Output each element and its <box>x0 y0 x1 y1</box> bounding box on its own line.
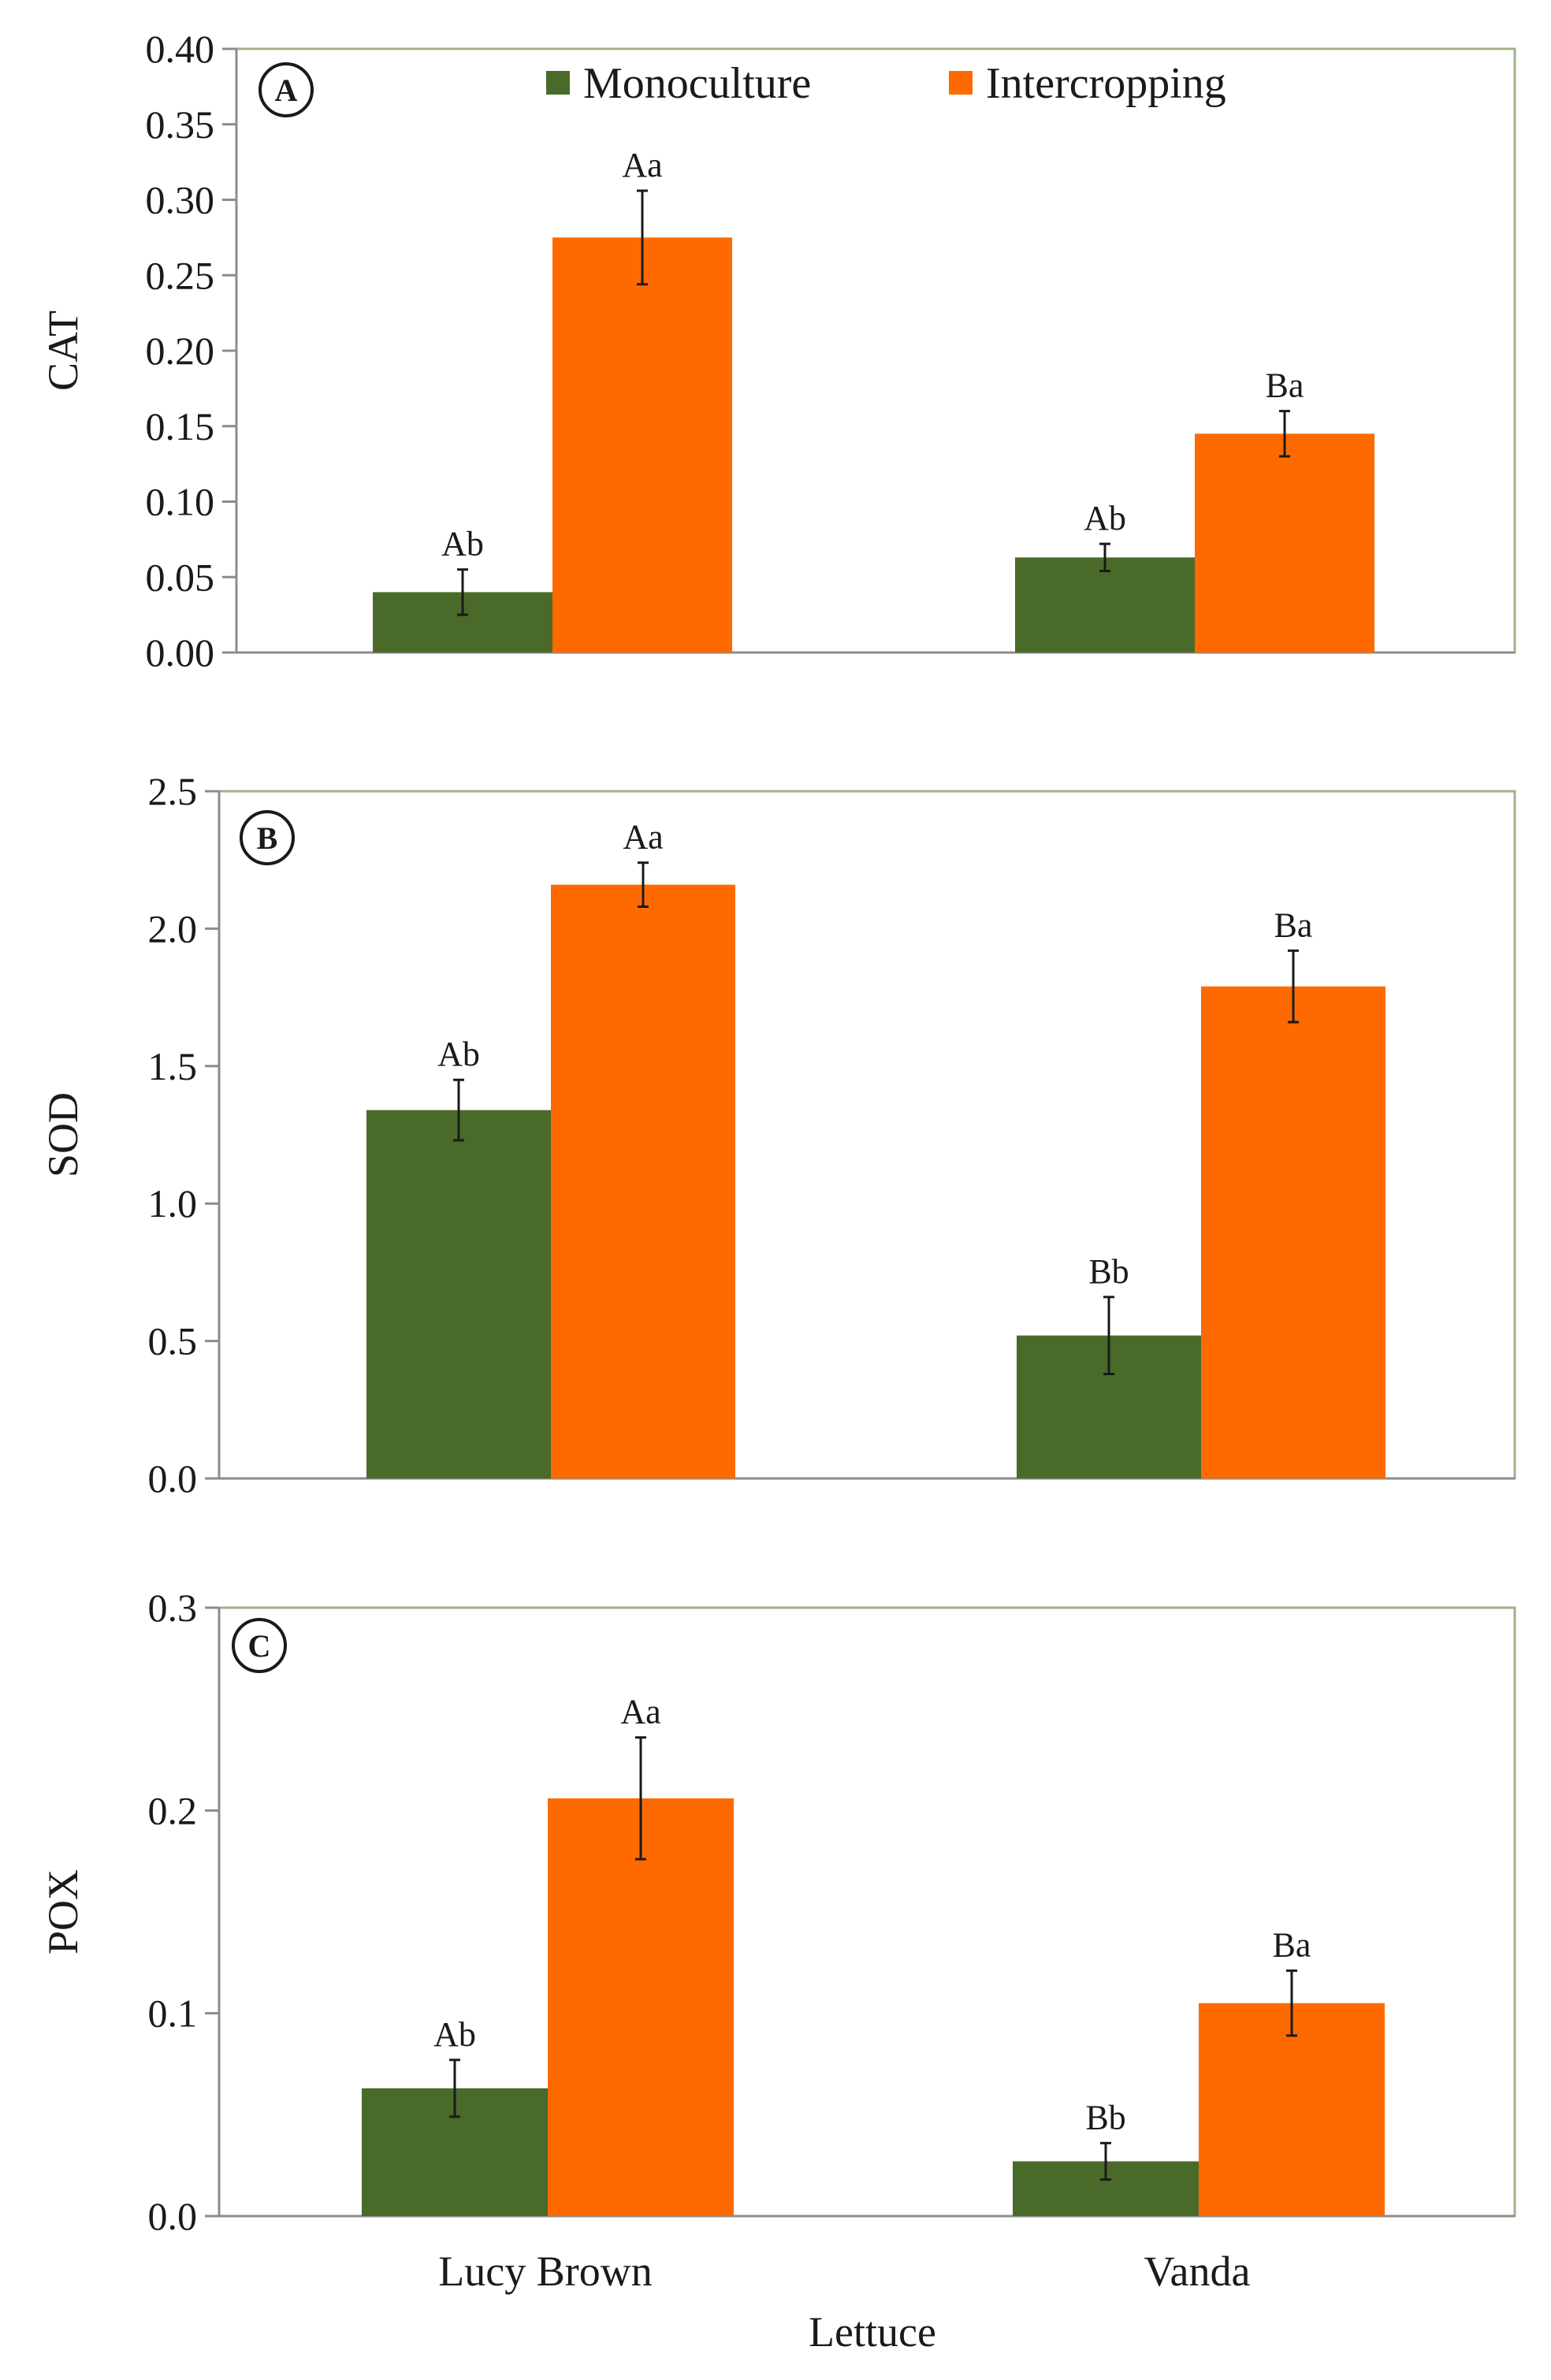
legend-label-intercropping: Intercropping <box>986 59 1226 108</box>
panel-a-tick-label: 0.00 <box>146 630 215 675</box>
x-axis-title: Lettuce <box>809 2308 936 2356</box>
legend-swatch-monoculture <box>546 71 570 95</box>
panel-c-bar-label-intercropping-lucy-brown: Aa <box>620 1693 660 1731</box>
panel-a-bar-label-monoculture-vanda: Ab <box>1084 499 1126 537</box>
cat-axis-title: CAT <box>39 311 87 391</box>
panel-a-tick-label: 0.15 <box>146 404 215 448</box>
panel-c-letter: C <box>248 1628 271 1664</box>
x-category-vanda: Vanda <box>1144 2248 1251 2295</box>
panel-a-tick-label: 0.25 <box>146 253 215 297</box>
panel-c-bar-label-intercropping-vanda: Ba <box>1273 1926 1311 1965</box>
legend: Monoculture Intercropping <box>546 59 1226 108</box>
panel-a-tick-label: 0.30 <box>146 178 215 222</box>
panel-b-bar-intercropping-lucy-brown <box>551 884 735 1478</box>
panel-a-bar-intercropping-lucy-brown <box>552 237 732 653</box>
panel-b-tick-label: 2.5 <box>148 769 198 813</box>
panel-b-tick-label: 0.0 <box>148 1456 198 1501</box>
panel-b-badge: B <box>240 810 295 865</box>
panel-a-badge: A <box>258 62 314 117</box>
panel-a-bar-monoculture-vanda <box>1015 557 1195 653</box>
panel-b-tick-label: 1.5 <box>148 1044 198 1088</box>
sod-axis-title: SOD <box>39 1092 87 1177</box>
panel-a-bar-label-intercropping-lucy-brown: Aa <box>622 146 662 184</box>
panel-c-badge: C <box>232 1618 287 1673</box>
panel-c-tick-label: 0.1 <box>148 1991 198 2036</box>
panel-a-bar-label-monoculture-lucy-brown: Ab <box>441 525 484 563</box>
panel-b-bar-intercropping-vanda <box>1201 986 1385 1478</box>
panel-b-bar-monoculture-lucy-brown <box>366 1110 551 1478</box>
panel-c-bar-label-monoculture-lucy-brown: Ab <box>433 2015 476 2054</box>
panel-b-bar-label-intercropping-lucy-brown: Aa <box>623 818 663 857</box>
panel-a-bar-intercropping-vanda <box>1195 433 1374 653</box>
panel-a-tick-label: 0.05 <box>146 555 215 599</box>
panel-a-bar-label-intercropping-vanda: Ba <box>1266 366 1304 405</box>
panel-b-bar-label-monoculture-lucy-brown: Ab <box>437 1035 480 1073</box>
panel-c-tick-label: 0.2 <box>148 1788 198 1832</box>
legend-swatch-intercropping <box>949 71 973 95</box>
pox-axis-title: POX <box>39 1869 87 1954</box>
legend-label-monoculture: Monoculture <box>583 59 811 108</box>
panel-c-tick-label: 0.0 <box>148 2194 198 2238</box>
panel-b-tick-label: 0.5 <box>148 1319 198 1363</box>
panel-a-tick-label: 0.35 <box>146 102 215 147</box>
panel-c-tick-label: 0.3 <box>148 1586 198 1630</box>
panel-b-bar-label-intercropping-vanda: Ba <box>1274 906 1313 944</box>
panel-c-bar-intercropping-lucy-brown <box>548 1798 734 2216</box>
panel-a-tick-label: 0.10 <box>146 480 215 524</box>
x-category-lucy-brown: Lucy Brown <box>438 2248 652 2295</box>
panel-a-letter: A <box>275 73 298 108</box>
panel-b-tick-label: 2.0 <box>148 906 198 950</box>
panel-a-tick-label: 0.20 <box>146 329 215 373</box>
panel-b-letter: B <box>257 820 278 856</box>
panel-b-tick-label: 1.0 <box>148 1181 198 1225</box>
panel-b-bar-label-monoculture-vanda: Bb <box>1088 1252 1129 1291</box>
panel-c-bar-intercropping-vanda <box>1199 2003 1385 2216</box>
panel-a-tick-label: 0.40 <box>146 27 215 71</box>
panel-c-bar-label-monoculture-vanda: Bb <box>1085 2098 1125 2136</box>
